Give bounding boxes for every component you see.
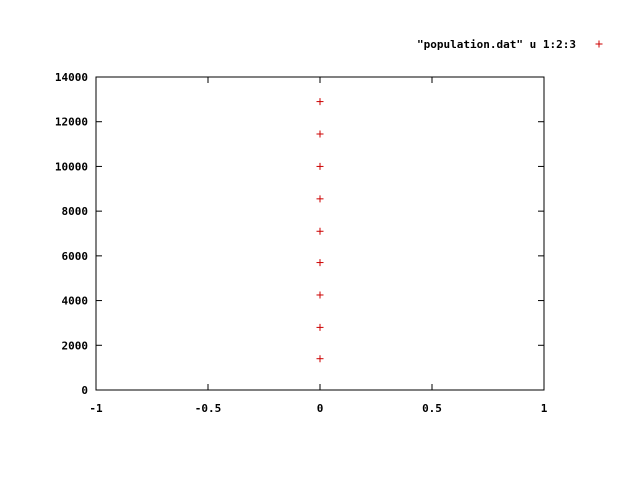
data-point bbox=[316, 323, 324, 331]
data-point bbox=[316, 98, 324, 106]
x-axis: -1 -0.5 0 0.5 1 bbox=[89, 77, 548, 415]
y-tick-label: 0 bbox=[81, 384, 88, 397]
legend-marker bbox=[595, 40, 603, 48]
data-point bbox=[316, 355, 324, 363]
x-tick-label: -1 bbox=[89, 402, 103, 415]
x-tick-label: 1 bbox=[541, 402, 548, 415]
x-tick-label: 0.5 bbox=[422, 402, 442, 415]
y-tick-label: 8000 bbox=[62, 205, 89, 218]
data-point bbox=[316, 162, 324, 170]
y-tick-label: 10000 bbox=[55, 160, 88, 173]
legend-label: "population.dat" u 1:2:3 bbox=[417, 38, 576, 51]
legend: "population.dat" u 1:2:3 bbox=[417, 38, 603, 51]
y-tick-label: 2000 bbox=[62, 339, 89, 352]
legend-plus-icon bbox=[595, 40, 603, 48]
data-point bbox=[316, 227, 324, 235]
data-point bbox=[316, 130, 324, 138]
y-tick-label: 6000 bbox=[62, 250, 89, 263]
y-tick-label: 12000 bbox=[55, 116, 88, 129]
data-point bbox=[316, 259, 324, 267]
data-point bbox=[316, 291, 324, 299]
data-points bbox=[316, 98, 324, 363]
y-axis: 0 2000 4000 6000 8000 10000 12000 14000 bbox=[55, 71, 544, 397]
x-tick-label: 0 bbox=[317, 402, 324, 415]
y-tick-label: 4000 bbox=[62, 295, 89, 308]
x-tick-label: -0.5 bbox=[195, 402, 222, 415]
data-point bbox=[316, 195, 324, 203]
y-tick-label: 14000 bbox=[55, 71, 88, 84]
